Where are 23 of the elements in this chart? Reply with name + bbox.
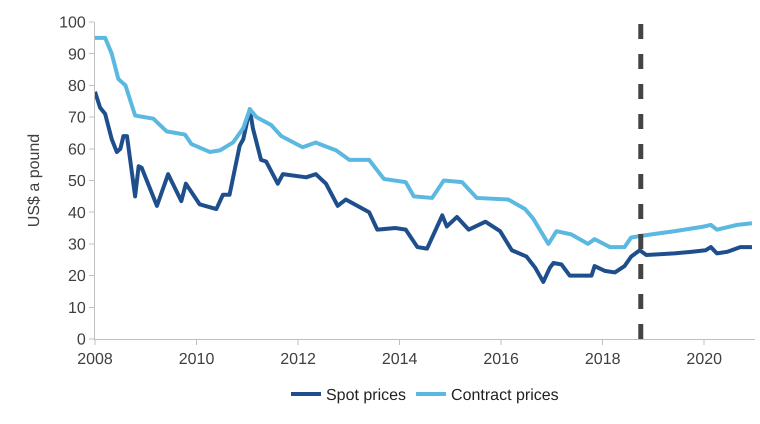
y-tick-label: 70	[68, 110, 86, 127]
x-tick-label: 2018	[584, 351, 621, 368]
y-axis-title: US$ a pound	[26, 134, 43, 228]
y-tick-label: 90	[68, 46, 86, 64]
x-tick-label: 2016	[483, 351, 520, 368]
y-tick-label: 80	[68, 78, 86, 95]
line-series	[95, 90, 754, 284]
y-tick-label: 20	[68, 268, 86, 286]
y-tick-label: 30	[68, 236, 86, 254]
x-tick-label: 2010	[178, 351, 214, 368]
line-series	[95, 36, 754, 250]
x-tick-label: 2012	[280, 351, 316, 368]
x-tick-label: 2014	[382, 351, 418, 368]
x-tick-label: 2020	[686, 351, 722, 368]
legend-label: Spot prices	[326, 387, 406, 404]
legend-label: Contract prices	[451, 387, 559, 404]
x-tick-label: 2008	[77, 351, 113, 368]
y-tick-label: 50	[68, 173, 86, 190]
y-tick-label: 60	[68, 141, 86, 158]
y-tick-label: 10	[68, 300, 86, 317]
y-tick-label: 40	[68, 204, 86, 222]
y-tick-label: 0	[76, 332, 86, 349]
y-tick-label: 100	[59, 14, 86, 32]
